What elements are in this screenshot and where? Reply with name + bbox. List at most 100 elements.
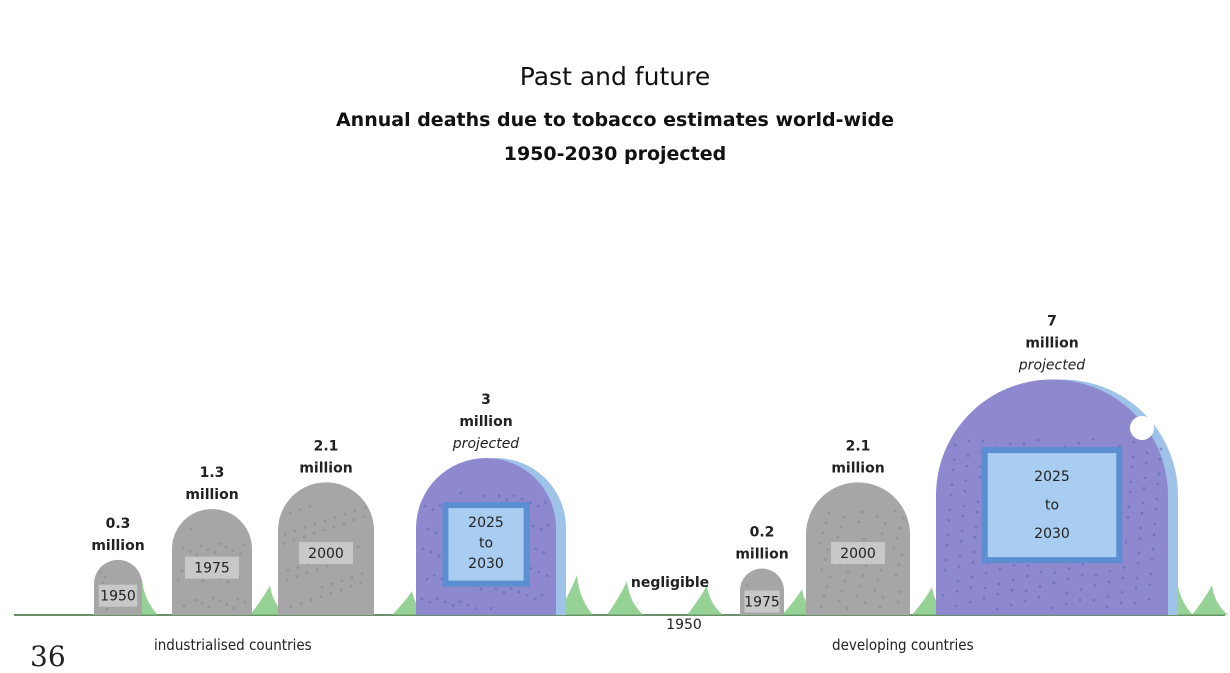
speckle-g0-2-46	[330, 582, 334, 586]
speckle-g1-2-1	[873, 588, 877, 592]
speckle-g1-3-187	[1078, 598, 1082, 602]
speckle-g1-3-123	[1130, 465, 1134, 469]
plaque-text-g1-2: 2000	[840, 546, 876, 562]
speckle-g1-2-3	[855, 594, 859, 598]
speckle-g0-3-4	[479, 587, 483, 591]
speckle-g0-2-0	[308, 504, 312, 508]
speckle-g0-1-32	[217, 542, 221, 546]
speckle-g0-3-50	[517, 590, 521, 594]
speckle-g1-3-116	[1091, 437, 1095, 441]
speckle-g0-3-9	[536, 504, 540, 508]
speckle-g1-3-124	[947, 518, 951, 522]
speckle-g0-3-35	[474, 607, 478, 611]
speckle-g0-3-30	[545, 574, 549, 578]
speckle-g0-2-31	[363, 505, 367, 509]
speckle-g1-2-44	[900, 553, 904, 557]
speckle-g1-2-49	[901, 516, 905, 520]
speckle-g1-3-34	[1137, 551, 1141, 555]
speckle-g1-3-64	[1147, 597, 1151, 601]
speckle-g1-3-10	[1129, 480, 1133, 484]
speckle-g1-3-67	[1038, 585, 1042, 589]
speckle-g0-2-36	[296, 565, 300, 569]
speckle-g0-3-74	[509, 587, 513, 590]
speckle-g1-3-197	[1008, 442, 1012, 446]
page-number: 36	[30, 640, 66, 673]
speckle-g1-2-4	[892, 546, 896, 550]
speckle-g1-3-53	[960, 529, 964, 533]
speckle-g0-2-10	[342, 521, 346, 525]
unit-label-g0-0: million	[91, 538, 144, 554]
speckle-g0-3-81	[512, 494, 516, 498]
speckle-g0-2-9	[305, 571, 309, 575]
plaque-text-g0-3-0: 2025	[468, 515, 504, 531]
speckle-g0-2-12	[332, 525, 336, 529]
speckle-g0-2-7	[315, 568, 319, 571]
speckle-g0-3-48	[443, 600, 447, 604]
speckle-g1-2-45	[845, 606, 849, 610]
speckle-g1-2-32	[824, 521, 828, 525]
speckle-g1-3-141	[1136, 562, 1140, 565]
speckle-g0-1-2	[195, 553, 199, 557]
speckle-g1-2-50	[846, 569, 850, 573]
speckle-g1-1-4	[745, 583, 749, 587]
plaque-text-g0-2: 2000	[308, 546, 344, 562]
speckle-g1-3-59	[962, 504, 966, 508]
speckle-g1-3-209	[1012, 563, 1016, 567]
speckle-g0-2-29	[289, 605, 293, 609]
speckle-g1-3-0	[979, 465, 983, 468]
grass-blade-1	[250, 585, 286, 615]
chart-subtitle-years: 1950-2030 projected	[503, 143, 727, 165]
value-label-g0-3: 3	[481, 392, 491, 408]
speckle-g1-3-196	[971, 560, 975, 564]
speckle-g0-3-58	[429, 550, 433, 554]
speckle-g0-3-2	[533, 597, 537, 601]
plaque-text-g0-1: 1975	[194, 561, 230, 577]
plaque-g0-0	[98, 584, 138, 607]
speckle-g1-3-87	[1118, 444, 1122, 448]
speckle-g1-3-70	[1149, 572, 1153, 576]
speckle-g0-2-5	[325, 564, 329, 568]
speckle-g1-3-203	[1010, 588, 1014, 592]
speckle-g0-3-26	[525, 594, 529, 597]
speckle-g1-3-195	[1154, 507, 1158, 511]
speckle-g1-3-4	[1127, 505, 1131, 509]
speckle-g0-1-7	[176, 578, 180, 582]
speckle-g0-3-82	[421, 547, 425, 551]
speckle-g1-3-183	[1150, 558, 1154, 561]
speckle-g0-1-4	[201, 579, 205, 583]
speckle-g1-3-190	[969, 586, 973, 589]
speckle-g0-1-30	[211, 596, 215, 600]
speckle-g1-3-74	[1077, 441, 1081, 445]
speckle-g0-3-54	[537, 570, 541, 574]
speckle-g1-3-51	[1106, 595, 1110, 598]
speckle-g0-2-20	[292, 538, 296, 542]
speckle-g1-2-19	[895, 536, 899, 540]
speckle-g1-3-158	[1105, 605, 1109, 609]
speckle-g0-1-15	[200, 602, 204, 605]
speckle-g0-3-83	[458, 600, 462, 604]
speckle-g1-3-125	[984, 571, 988, 575]
plaque-text-g0-0: 1950	[100, 589, 136, 605]
speckle-g1-3-135	[1134, 587, 1138, 590]
speckle-g1-3-46	[1141, 501, 1145, 505]
value-label-g1-3: 7	[1047, 313, 1057, 329]
speckle-g1-2-42	[826, 548, 830, 552]
speckle-g1-3-80	[1079, 588, 1083, 592]
speckle-g1-3-95	[974, 525, 978, 529]
speckle-g1-3-184	[967, 439, 971, 443]
speckle-g1-3-161	[996, 592, 1000, 596]
speckle-g1-3-174	[1037, 595, 1041, 599]
speckle-g0-2-4	[288, 511, 292, 515]
speckle-g0-1-5	[238, 552, 242, 556]
speckle-g1-3-19	[1022, 442, 1026, 446]
speckle-g0-2-47	[283, 532, 287, 536]
speckle-g1-3-189	[1152, 533, 1156, 536]
speckle-g1-3-160	[959, 539, 963, 543]
speckle-g1-2-16	[876, 578, 880, 582]
speckle-g1-3-41	[956, 579, 960, 583]
plaque-g1-3	[981, 447, 1123, 564]
speckle-g1-3-166	[961, 514, 965, 518]
speckle-g1-2-38	[862, 537, 866, 541]
speckle-g0-1-9	[182, 604, 186, 608]
